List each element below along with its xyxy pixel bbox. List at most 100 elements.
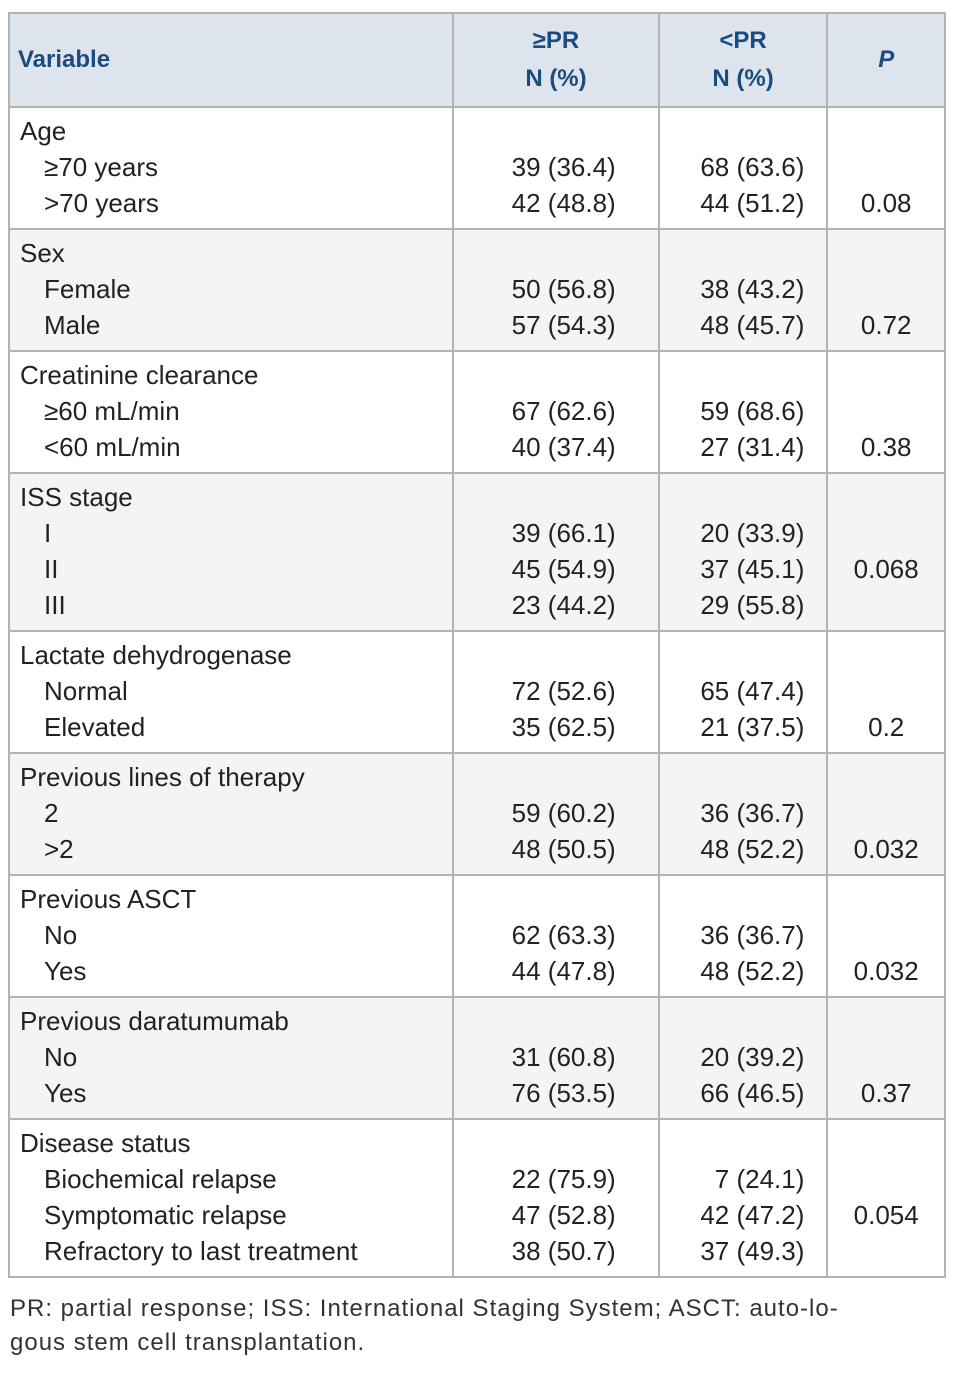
value: 66 (46.5) — [700, 1078, 805, 1108]
label-cell: ISS stage I II III — [7, 472, 455, 632]
spacer — [454, 637, 658, 673]
value-cell: 7 (24.1) 42 (47.2) 37 (49.3) — [657, 1118, 829, 1278]
header-line: <PR — [719, 27, 767, 54]
spacer — [454, 235, 658, 271]
value: 62 (63.3) — [511, 920, 616, 950]
group-title: Sex — [20, 238, 65, 268]
value: 59 (60.2) — [511, 798, 616, 828]
spacer — [828, 759, 944, 795]
spacer — [828, 795, 944, 831]
row-label: II — [44, 554, 59, 584]
group-row: Creatinine clearance ≥60 mL/min <60 mL/min… — [7, 350, 946, 474]
label-cell: Previous lines of therapy 2 >2 — [7, 752, 455, 876]
value: 36 (36.7) — [700, 798, 805, 828]
header-cell: P — [826, 12, 946, 108]
group-title: Disease status — [20, 1128, 191, 1158]
header-line: ≥PR — [532, 27, 580, 54]
spacer — [454, 881, 658, 917]
row-label: I — [44, 518, 52, 548]
spacer — [828, 149, 944, 185]
value-cell: 38 (43.2) 48 (45.7) — [657, 228, 829, 352]
value-cell: 62 (63.3) 44 (47.8) — [452, 874, 660, 998]
footnote-line: gous stem cell transplantation. — [10, 1329, 366, 1356]
row-label: Symptomatic relapse — [44, 1200, 287, 1230]
label-cell: Previous daratumumab No Yes — [7, 996, 455, 1120]
group-row: ISS stage I II III 39 (66.1) 45 (54.9) 23 (44.… — [7, 472, 946, 632]
value: 47 (52.8) — [511, 1200, 616, 1230]
value-cell: 39 (36.4) 42 (48.8) — [452, 106, 660, 230]
p-value: 0.032 — [853, 834, 919, 864]
p-value: 0.37 — [860, 1078, 912, 1108]
value: 37 (45.1) — [700, 554, 805, 584]
value: 27 (31.4) — [700, 432, 805, 462]
group-title: Previous lines of therapy — [20, 762, 305, 792]
spacer — [828, 1161, 944, 1197]
p-cell: 0.37 — [826, 996, 946, 1120]
group-row: Disease status Biochemical relapse Symptom… — [7, 1118, 946, 1278]
p-value: 0.032 — [853, 956, 919, 986]
p-value: 0.068 — [853, 554, 919, 584]
spacer — [828, 1233, 944, 1269]
row-label: No — [44, 1042, 78, 1072]
row-label: Refractory to last treatment — [44, 1236, 358, 1266]
p-cell: 0.38 — [826, 350, 946, 474]
value: 44 (51.2) — [700, 188, 805, 218]
p-cell: 0.068 — [826, 472, 946, 632]
value-cell: 59 (68.6) 27 (31.4) — [657, 350, 829, 474]
value: 42 (47.2) — [700, 1200, 805, 1230]
group-row: Previous ASCT No Yes 62 (63.3) 44 (47.8) 36 (… — [7, 874, 946, 998]
spacer — [660, 235, 827, 271]
spacer — [660, 113, 827, 149]
value-cell: 50 (56.8) 57 (54.3) — [452, 228, 660, 352]
label-cell: Previous ASCT No Yes — [7, 874, 455, 998]
value: 57 (54.3) — [511, 310, 616, 340]
spacer — [454, 479, 658, 515]
value: 21 (37.5) — [700, 712, 805, 742]
value: 45 (54.9) — [511, 554, 616, 584]
value: 48 (45.7) — [700, 310, 805, 340]
value: 20 (33.9) — [700, 518, 805, 548]
value: 48 (52.2) — [700, 956, 805, 986]
value-cell: 20 (33.9) 37 (45.1) 29 (55.8) — [657, 472, 829, 632]
spacer — [660, 759, 827, 795]
spacer — [828, 673, 944, 709]
value: 37 (49.3) — [700, 1236, 805, 1266]
header-row: Variable ≥PR N (%) <PR N (%) P — [7, 12, 946, 108]
p-cell: 0.032 — [826, 874, 946, 998]
p-cell: 0.2 — [826, 630, 946, 754]
value: 23 (44.2) — [511, 590, 616, 620]
value: 68 (63.6) — [700, 152, 805, 182]
spacer — [828, 1003, 944, 1039]
spacer — [828, 393, 944, 429]
spacer — [828, 271, 944, 307]
row-label: 2 — [44, 798, 59, 828]
group-row: Sex Female Male 50 (56.8) 57 (54.3) 38 (43.2)… — [7, 228, 946, 352]
p-value: 0.054 — [853, 1200, 919, 1230]
p-cell: 0.72 — [826, 228, 946, 352]
value: 39 (66.1) — [511, 518, 616, 548]
value: 72 (52.6) — [511, 676, 616, 706]
p-value: 0.08 — [860, 188, 912, 218]
value-cell: 20 (39.2) 66 (46.5) — [657, 996, 829, 1120]
value: 76 (53.5) — [511, 1078, 616, 1108]
spacer — [454, 357, 658, 393]
spacer — [828, 1125, 944, 1161]
value: 38 (43.2) — [700, 274, 805, 304]
header-cell: Variable — [7, 12, 455, 108]
footnote: PR: partial response; ISS: International… — [10, 1292, 839, 1360]
row-label: III — [44, 590, 66, 620]
value: 20 (39.2) — [700, 1042, 805, 1072]
group-row: Previous lines of therapy 2 >2 59 (60.2) 48 … — [7, 752, 946, 876]
label-cell: Age ≥70 years >70 years — [7, 106, 455, 230]
spacer — [660, 881, 827, 917]
spacer — [454, 1003, 658, 1039]
group-title: Creatinine clearance — [20, 360, 259, 390]
label-cell: Disease status Biochemical relapse Symptom… — [7, 1118, 455, 1278]
group-title: Age — [20, 116, 67, 146]
spacer — [828, 917, 944, 953]
spacer — [660, 357, 827, 393]
row-label: Normal — [44, 676, 128, 706]
spacer — [660, 637, 827, 673]
value: 48 (50.5) — [511, 834, 616, 864]
